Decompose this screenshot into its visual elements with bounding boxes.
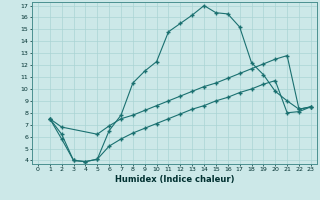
X-axis label: Humidex (Indice chaleur): Humidex (Indice chaleur) [115,175,234,184]
